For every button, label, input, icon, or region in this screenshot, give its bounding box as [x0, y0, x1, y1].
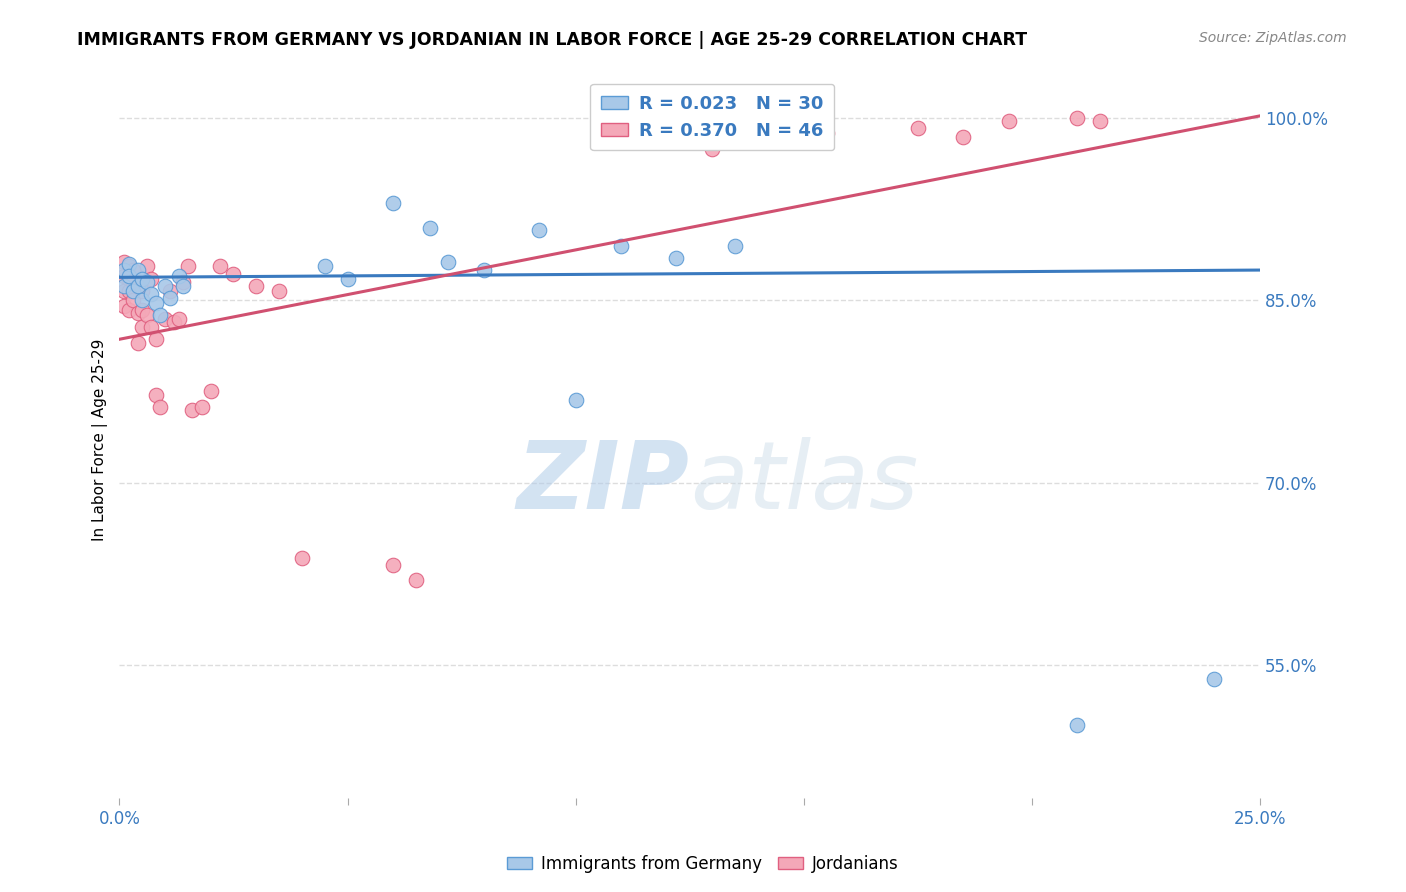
Point	[127, 305, 149, 319]
Point	[122, 284, 145, 298]
Point	[527, 223, 550, 237]
Point	[122, 275, 145, 289]
Point	[117, 269, 139, 284]
Text: ZIP: ZIP	[517, 437, 690, 529]
Point	[117, 260, 139, 274]
Legend: R = 0.023   N = 30, R = 0.370   N = 46: R = 0.023 N = 30, R = 0.370 N = 46	[591, 84, 834, 151]
Point	[952, 129, 974, 144]
Point	[1066, 718, 1088, 732]
Point	[145, 332, 167, 346]
Point	[131, 284, 153, 298]
Point	[153, 278, 176, 293]
Point	[724, 239, 747, 253]
Point	[172, 278, 194, 293]
Text: Source: ZipAtlas.com: Source: ZipAtlas.com	[1199, 31, 1347, 45]
Point	[163, 315, 186, 329]
Point	[112, 269, 135, 284]
Point	[172, 275, 194, 289]
Point	[145, 388, 167, 402]
Point	[145, 296, 167, 310]
Legend: Immigrants from Germany, Jordanians: Immigrants from Germany, Jordanians	[501, 848, 905, 880]
Point	[702, 142, 724, 156]
Point	[127, 263, 149, 277]
Point	[177, 260, 200, 274]
Point	[167, 311, 190, 326]
Point	[117, 271, 139, 285]
Point	[1090, 113, 1112, 128]
Point	[245, 278, 267, 293]
Point	[269, 284, 291, 298]
Point	[222, 267, 245, 281]
Point	[135, 275, 157, 289]
Point	[208, 260, 231, 274]
Point	[159, 291, 181, 305]
Point	[149, 308, 172, 322]
Point	[437, 254, 460, 268]
Point	[200, 384, 222, 399]
Point	[291, 550, 314, 565]
Point	[314, 260, 336, 274]
Point	[1066, 112, 1088, 126]
Point	[117, 303, 139, 318]
Point	[159, 284, 181, 298]
Point	[382, 558, 405, 572]
Point	[1204, 672, 1226, 686]
Point	[112, 300, 135, 314]
Point	[405, 573, 427, 587]
Point	[131, 303, 153, 318]
Point	[122, 263, 145, 277]
Point	[131, 271, 153, 285]
Point	[149, 401, 172, 415]
Point	[117, 284, 139, 298]
Point	[112, 263, 135, 277]
Point	[127, 278, 149, 293]
Point	[112, 278, 135, 293]
Point	[117, 257, 139, 271]
Point	[131, 293, 153, 308]
Point	[564, 392, 586, 407]
Point	[907, 121, 929, 136]
Point	[336, 271, 359, 285]
Point	[112, 254, 135, 268]
Point	[190, 401, 212, 415]
Point	[181, 402, 204, 417]
Point	[610, 239, 633, 253]
Point	[141, 271, 163, 285]
Point	[419, 220, 441, 235]
Point	[474, 263, 496, 277]
Y-axis label: In Labor Force | Age 25-29: In Labor Force | Age 25-29	[93, 339, 108, 541]
Point	[167, 269, 190, 284]
Point	[127, 335, 149, 350]
Point	[135, 308, 157, 322]
Point	[382, 196, 405, 211]
Point	[122, 293, 145, 308]
Point	[998, 113, 1021, 128]
Point	[665, 251, 688, 265]
Point	[141, 287, 163, 301]
Point	[141, 320, 163, 334]
Text: IMMIGRANTS FROM GERMANY VS JORDANIAN IN LABOR FORCE | AGE 25-29 CORRELATION CHAR: IMMIGRANTS FROM GERMANY VS JORDANIAN IN …	[77, 31, 1028, 49]
Point	[131, 320, 153, 334]
Point	[815, 126, 838, 140]
Point	[135, 260, 157, 274]
Point	[112, 284, 135, 298]
Point	[153, 311, 176, 326]
Text: atlas: atlas	[690, 437, 918, 528]
